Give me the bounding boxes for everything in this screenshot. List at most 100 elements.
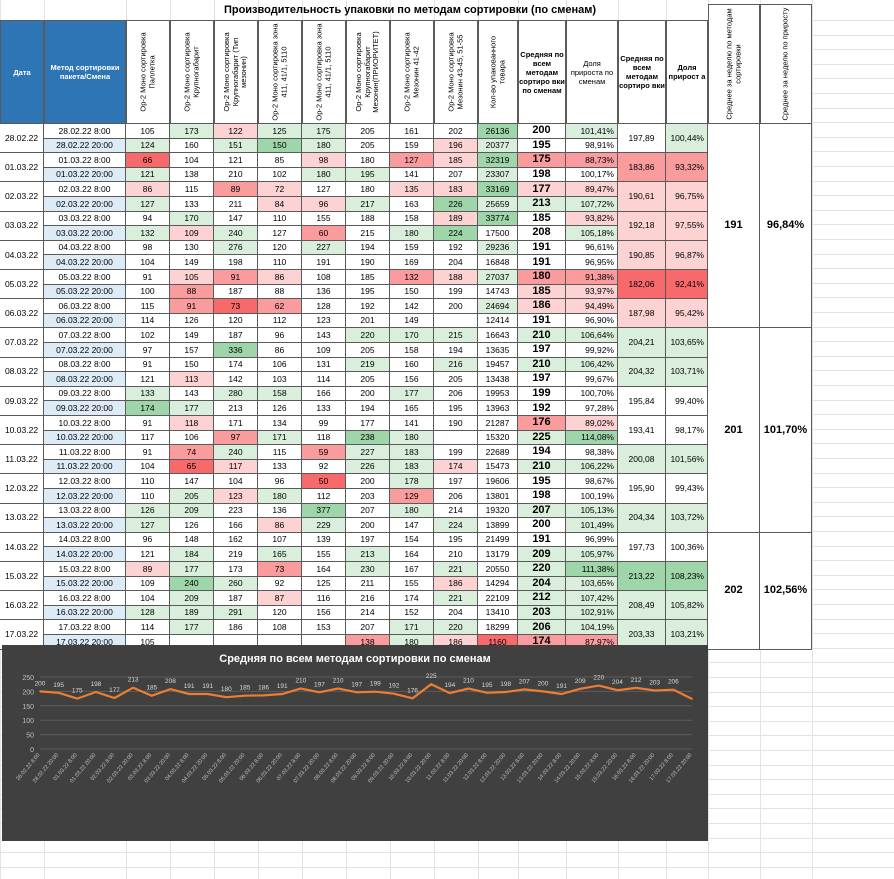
day-average: 182,06 <box>618 270 666 300</box>
value-cell: 74 <box>170 445 214 460</box>
value-cell: 205 <box>346 372 390 387</box>
header-col-label: Op-2 Моно сортировка зона 411, 41/1, 511… <box>314 23 332 121</box>
value-cell: 280 <box>214 386 258 402</box>
value-cell: 13410 <box>478 605 518 621</box>
value-cell: 131 <box>302 357 346 373</box>
header-col-label: Op-2 Моно сортировка Мезонин 41-42 <box>402 32 420 112</box>
shift-growth-share: 100,19% <box>566 489 618 504</box>
value-cell: 197 <box>346 532 390 548</box>
day-growth: 97,55% <box>666 211 708 241</box>
value-cell: 19953 <box>478 386 518 402</box>
header-growth-share: Доля прироста по сменам <box>566 20 618 124</box>
value-cell: 180 <box>302 167 346 183</box>
data-point <box>57 692 60 694</box>
value-cell: 102 <box>126 328 170 343</box>
value-cell: 87 <box>258 591 302 606</box>
value-cell <box>434 430 478 446</box>
value-cell: 29236 <box>478 240 518 256</box>
series-line <box>39 682 693 700</box>
shift-cell: 03.03.22 20:00 <box>44 226 126 241</box>
value-cell: 126 <box>170 313 214 329</box>
day-date: 17.03.22 <box>0 620 44 650</box>
day-date: 03.03.22 <box>0 211 44 241</box>
value-cell: 183 <box>390 445 434 460</box>
value-cell: 21287 <box>478 416 518 431</box>
shift-growth-share: 104,19% <box>566 620 618 635</box>
value-cell: 141 <box>390 167 434 183</box>
day-date: 05.03.22 <box>0 270 44 300</box>
value-cell: 166 <box>214 518 258 533</box>
week-average: 202 <box>708 532 760 650</box>
data-label: 208 <box>165 678 176 685</box>
value-cell: 115 <box>258 445 302 460</box>
value-cell: 120 <box>258 605 302 621</box>
shift-cell: 13.03.22 8:00 <box>44 503 126 519</box>
value-cell: 88 <box>170 284 214 300</box>
header-col-2: Op-2 Моно сортировка Крупногабарит <box>170 20 214 124</box>
shift-average: 213 <box>518 197 566 212</box>
value-cell: 115 <box>126 299 170 314</box>
shift-average: 200 <box>518 518 566 533</box>
header-col-label: Op-2 Моно сортировка зона 411, 41/1, 511… <box>270 23 288 121</box>
value-cell: 224 <box>434 226 478 241</box>
data-label: 225 <box>426 673 437 680</box>
value-cell: 173 <box>170 124 214 139</box>
day-date: 04.03.22 <box>0 240 44 270</box>
data-point <box>467 687 470 690</box>
shift-average: 191 <box>518 255 566 270</box>
day-average: 197,73 <box>618 532 666 562</box>
shift-average: 209 <box>518 547 566 562</box>
value-cell: 220 <box>346 328 390 343</box>
day-growth: 100,36% <box>666 532 708 562</box>
value-cell: 214 <box>346 605 390 621</box>
shift-average: 176 <box>518 416 566 431</box>
data-label: 194 <box>444 682 455 689</box>
shift-growth-share: 98,38% <box>566 445 618 460</box>
data-point <box>598 684 600 687</box>
value-cell: 19606 <box>478 474 518 489</box>
value-cell: 92 <box>302 459 346 475</box>
shift-growth-share: 100,17% <box>566 167 618 183</box>
value-cell: 16643 <box>478 328 518 343</box>
shift-cell: 07.03.22 8:00 <box>44 328 126 343</box>
day-average: 195,90 <box>618 474 666 504</box>
value-cell: 200 <box>434 299 478 314</box>
shift-growth-share: 98,67% <box>566 474 618 489</box>
data-point <box>355 691 358 694</box>
day-growth: 105,82% <box>666 591 708 621</box>
value-cell: 103 <box>258 372 302 387</box>
value-cell: 195 <box>434 532 478 548</box>
shift-cell: 14.03.22 20:00 <box>44 547 126 562</box>
value-cell: 84 <box>258 197 302 212</box>
data-label: 210 <box>333 678 344 685</box>
value-cell: 110 <box>258 211 302 227</box>
shift-growth-share: 94,49% <box>566 299 618 314</box>
value-cell: 13963 <box>478 401 518 416</box>
value-cell: 177 <box>170 620 214 635</box>
value-cell: 109 <box>302 343 346 358</box>
value-cell: 238 <box>346 430 390 446</box>
y-tick-label: 150 <box>22 704 34 711</box>
value-cell: 108 <box>258 620 302 635</box>
value-cell: 133 <box>258 459 302 475</box>
value-cell: 171 <box>214 416 258 431</box>
value-cell: 13899 <box>478 518 518 533</box>
header-col-label: Op-2 Моно сортировка Крупногабарит (Тип … <box>222 32 249 112</box>
value-cell: 157 <box>170 343 214 358</box>
shift-growth-share: 106,42% <box>566 357 618 373</box>
data-point <box>523 688 526 691</box>
shift-average: 185 <box>518 284 566 300</box>
value-cell: 214 <box>434 503 478 519</box>
value-cell: 276 <box>214 240 258 256</box>
value-cell: 141 <box>390 416 434 431</box>
data-point <box>281 693 283 695</box>
shift-average: 197 <box>518 372 566 387</box>
value-cell: 104 <box>214 474 258 489</box>
data-point <box>616 689 619 692</box>
shift-growth-share: 103,65% <box>566 576 618 592</box>
value-cell: 147 <box>390 518 434 533</box>
shift-average: 204 <box>518 576 566 592</box>
value-cell: 13635 <box>478 343 518 358</box>
value-cell: 13801 <box>478 489 518 504</box>
day-average: 204,32 <box>618 357 666 387</box>
